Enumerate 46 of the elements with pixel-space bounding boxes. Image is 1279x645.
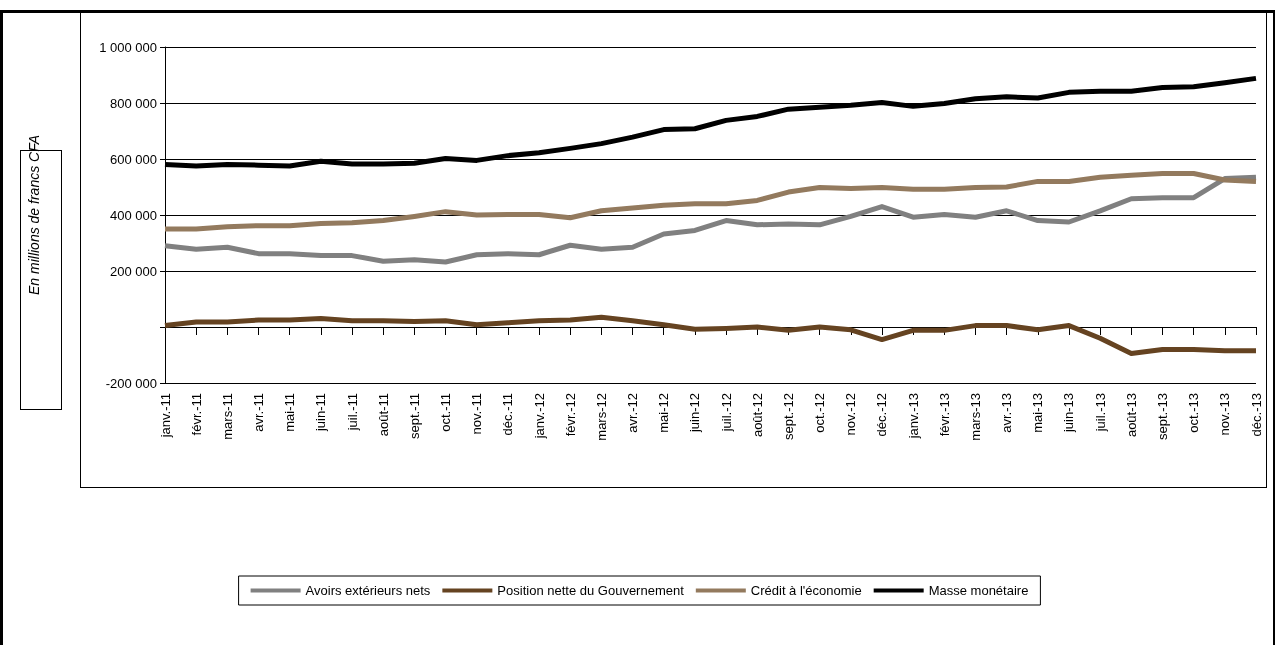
- x-tick-label: mars-13: [967, 393, 983, 441]
- x-tick-label: août-12: [749, 393, 765, 438]
- y-tick-label: 800 000: [110, 95, 157, 111]
- x-tick-label: avr.-13: [999, 393, 1015, 433]
- x-tick-label: mai-13: [1030, 393, 1046, 433]
- x-tick-label: févr.-12: [562, 393, 578, 437]
- y-tick-label: -200 000: [105, 375, 157, 391]
- x-tick-label: déc.-12: [874, 393, 890, 437]
- x-tick-label: avr.-11: [251, 393, 267, 432]
- x-tick-label: janv.-11: [157, 393, 173, 439]
- x-tick-label: juin-13: [1061, 393, 1077, 434]
- x-tick-label: août-13: [1123, 393, 1139, 438]
- x-tick-label: juil.-12: [718, 393, 734, 433]
- x-tick-label: nov.-13: [1217, 393, 1233, 436]
- y-tick-label: 400 000: [110, 207, 157, 223]
- legend-label: Avoirs extérieurs nets: [305, 583, 431, 598]
- y-tick-label: 600 000: [110, 151, 157, 167]
- x-tick-label: janv.-12: [531, 393, 547, 440]
- x-tick-label: nov.-12: [843, 393, 859, 436]
- x-tick-label: juin-12: [687, 393, 703, 434]
- x-tick-label: oct.-11: [438, 393, 454, 432]
- x-tick-label: sept.-11: [406, 393, 422, 440]
- x-tick-label: juil.-11: [344, 393, 360, 432]
- x-tick-label: juin-11: [313, 393, 329, 433]
- x-tick-label: mars-11: [219, 393, 235, 440]
- y-tick-label: 200 000: [110, 263, 157, 279]
- x-tick-label: févr.-11: [188, 393, 204, 436]
- x-tick-label: mai-12: [656, 393, 672, 433]
- x-tick-label: oct.-13: [1186, 393, 1202, 433]
- x-tick-label: nov.-11: [469, 393, 485, 435]
- legend-label: Position nette du Gouvernement: [497, 583, 685, 598]
- x-tick-label: mars-12: [593, 393, 609, 441]
- x-tick-label: avr.-12: [625, 393, 641, 433]
- y-tick-label: 1 000 000: [99, 39, 157, 55]
- x-tick-label: sept.-13: [1154, 393, 1170, 440]
- x-tick-label: déc.-11: [500, 393, 516, 436]
- x-tick-label: mai-11: [282, 393, 298, 432]
- x-tick-label: juil.-13: [1092, 393, 1108, 433]
- x-tick-label: sept.-12: [780, 393, 796, 440]
- x-tick-label: févr.-13: [936, 393, 952, 437]
- x-tick-label: janv.-13: [905, 393, 921, 440]
- x-tick-label: août-11: [375, 393, 391, 437]
- x-tick-label: oct.-12: [812, 393, 828, 433]
- legend-label: Crédit à l'économie: [750, 583, 862, 598]
- legend-label: Masse monétaire: [928, 583, 1029, 598]
- x-tick-label: déc.-13: [1248, 393, 1264, 437]
